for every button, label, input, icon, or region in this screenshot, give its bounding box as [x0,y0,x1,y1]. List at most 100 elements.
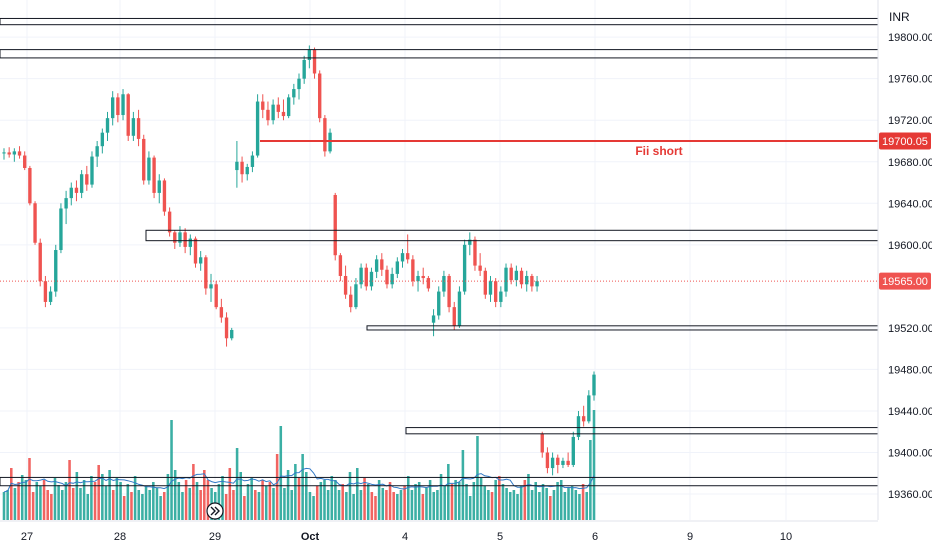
zone-rect[interactable] [0,17,879,26]
volume-bar [363,478,366,520]
volume-bar [457,482,461,520]
candle-body [188,238,192,247]
volume-bar [312,496,315,520]
candle-body [240,161,244,175]
time-axis[interactable]: 27 28 29 Oct 4 5 6 9 10 [0,520,878,543]
x-tick-label: 29 [209,531,221,543]
volume-bar [417,482,421,520]
volume-bar [155,488,159,520]
candle-body [364,267,368,287]
zone-rect[interactable] [405,427,879,435]
candle-body [468,239,472,245]
candle-body [100,132,105,147]
candle-body [416,275,420,282]
volume-bar [148,490,151,520]
volume-bar [403,486,406,520]
volume-bar [257,492,261,520]
volume-bar [206,480,210,520]
y-tick-label: 19720.00 [888,115,932,127]
volume-bar [86,494,90,520]
candle-body [426,278,431,289]
fii-price-label: 19700.05 [882,136,928,148]
candle-body [390,273,394,285]
candle-body [312,49,317,74]
candle-body [587,395,591,422]
candle-body [556,457,560,465]
price-axis[interactable]: INR 19800.00 19760.00 19720.00 19680.00 1964… [877,0,932,520]
volume-bar [483,486,487,520]
volume-bar [541,484,545,520]
volume-bar [17,482,20,520]
candle-body [266,109,270,121]
candle-body [126,94,130,136]
volume-bar [243,496,246,520]
volume-bar [348,472,352,520]
candle-body [111,97,115,119]
candle-body [286,97,291,117]
volume-bar [341,484,344,520]
volume-bar [228,468,232,520]
volume-bar [487,490,490,520]
candle-body [276,104,280,112]
volume-bar [35,482,39,520]
volume-bar [39,486,42,520]
candle-body [152,157,156,193]
candle-body [380,259,384,270]
volume-bar [46,490,49,520]
candle-body [292,89,296,98]
volume-bar [199,490,202,520]
candle-body [230,329,234,339]
candle-body [457,291,462,326]
candle-body [566,460,570,465]
candle-body [550,457,555,469]
x-tick-label: 27 [21,531,33,543]
candle-body [136,118,141,139]
zone-rect[interactable] [0,49,879,59]
volume-bar [6,490,9,520]
candle-body [90,156,94,185]
candle-body [406,253,410,260]
price-labels: 19700.05 Fii short 19565.00 [635,132,931,290]
candle-body [64,198,68,209]
volume-bar [221,476,224,520]
candle-body [255,101,260,156]
volume-bar [428,480,432,520]
volume-bar [250,478,253,520]
candle-body [281,111,286,117]
candle-body [561,460,565,465]
candle-body [478,265,482,271]
volume-bar [315,486,319,520]
volume-bar [10,468,13,520]
y-tick-label: 19600.00 [888,240,932,252]
volume-bar [501,484,505,520]
volume-bar [115,478,119,520]
candle-body [204,257,208,289]
volume-bar [268,482,272,520]
replay-button[interactable] [206,502,224,520]
volume-bar [414,484,417,520]
candle-body [245,166,249,175]
x-tick-label: 9 [687,531,693,543]
x-tick-label: 28 [114,531,126,543]
volume-bar [330,476,334,520]
volume-bar [275,454,279,520]
zone-rect[interactable] [145,229,879,242]
fii-short-annotation: Fii short [635,144,682,158]
volume-bar [82,480,86,520]
volume-bar [79,488,82,520]
volume-bar [203,470,206,520]
candle-body [12,151,17,155]
last-price-tag [879,272,931,290]
volume-bar [425,488,428,520]
volume-bar [552,490,556,520]
volume-bar [527,474,530,520]
candle-body [483,270,487,295]
volume-bar [545,488,548,520]
fast-forward-icon [210,506,220,516]
candle-body [581,416,586,422]
zones[interactable] [0,17,879,487]
candle-body [271,104,275,121]
candle-body [374,259,379,272]
candle-body [385,269,389,285]
